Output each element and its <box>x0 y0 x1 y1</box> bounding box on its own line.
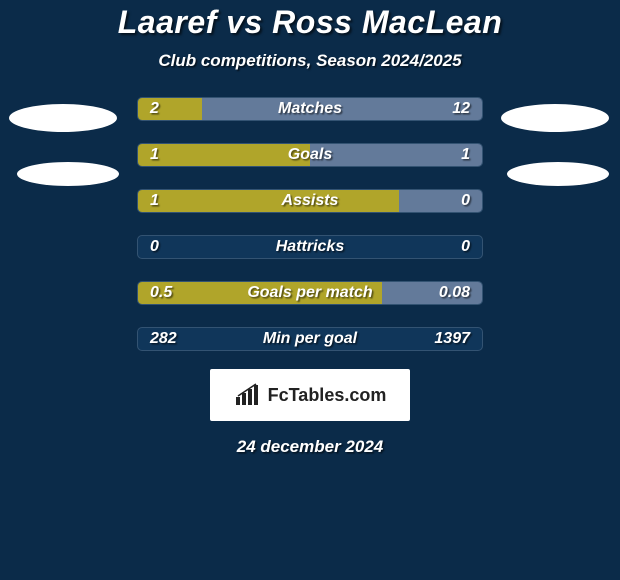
stat-label: Goals <box>138 144 482 166</box>
subtitle: Club competitions, Season 2024/2025 <box>0 51 620 71</box>
stat-bar: 11Goals <box>137 143 483 167</box>
page-title: Laaref vs Ross MacLean <box>0 4 620 41</box>
stat-bar: 0.50.08Goals per match <box>137 281 483 305</box>
stat-label: Hattricks <box>138 236 482 258</box>
player-right-avatar-1 <box>501 104 609 132</box>
stat-bar: 2821397Min per goal <box>137 327 483 351</box>
stat-bar: 00Hattricks <box>137 235 483 259</box>
stat-label: Matches <box>138 98 482 120</box>
logo-text: FcTables.com <box>268 385 387 406</box>
comparison-card: Laaref vs Ross MacLean Club competitions… <box>0 0 620 580</box>
player-right-avatar-2 <box>507 162 609 186</box>
stat-bar: 10Assists <box>137 189 483 213</box>
stat-label: Goals per match <box>138 282 482 304</box>
stat-bars: 212Matches 11Goals 10Assists 00Hattricks 0.5… <box>137 97 483 351</box>
player-left-avatar-1 <box>9 104 117 132</box>
date-label: 24 december 2024 <box>0 437 620 457</box>
logo-box: FcTables.com <box>210 369 410 421</box>
right-avatar-column <box>495 97 611 186</box>
content-row: 212Matches 11Goals 10Assists 00Hattricks 0.5… <box>0 97 620 351</box>
left-avatar-column <box>9 97 125 186</box>
stat-bar: 212Matches <box>137 97 483 121</box>
stat-label: Assists <box>138 190 482 212</box>
fctables-icon <box>234 383 262 407</box>
player-left-avatar-2 <box>17 162 119 186</box>
stat-label: Min per goal <box>138 328 482 350</box>
